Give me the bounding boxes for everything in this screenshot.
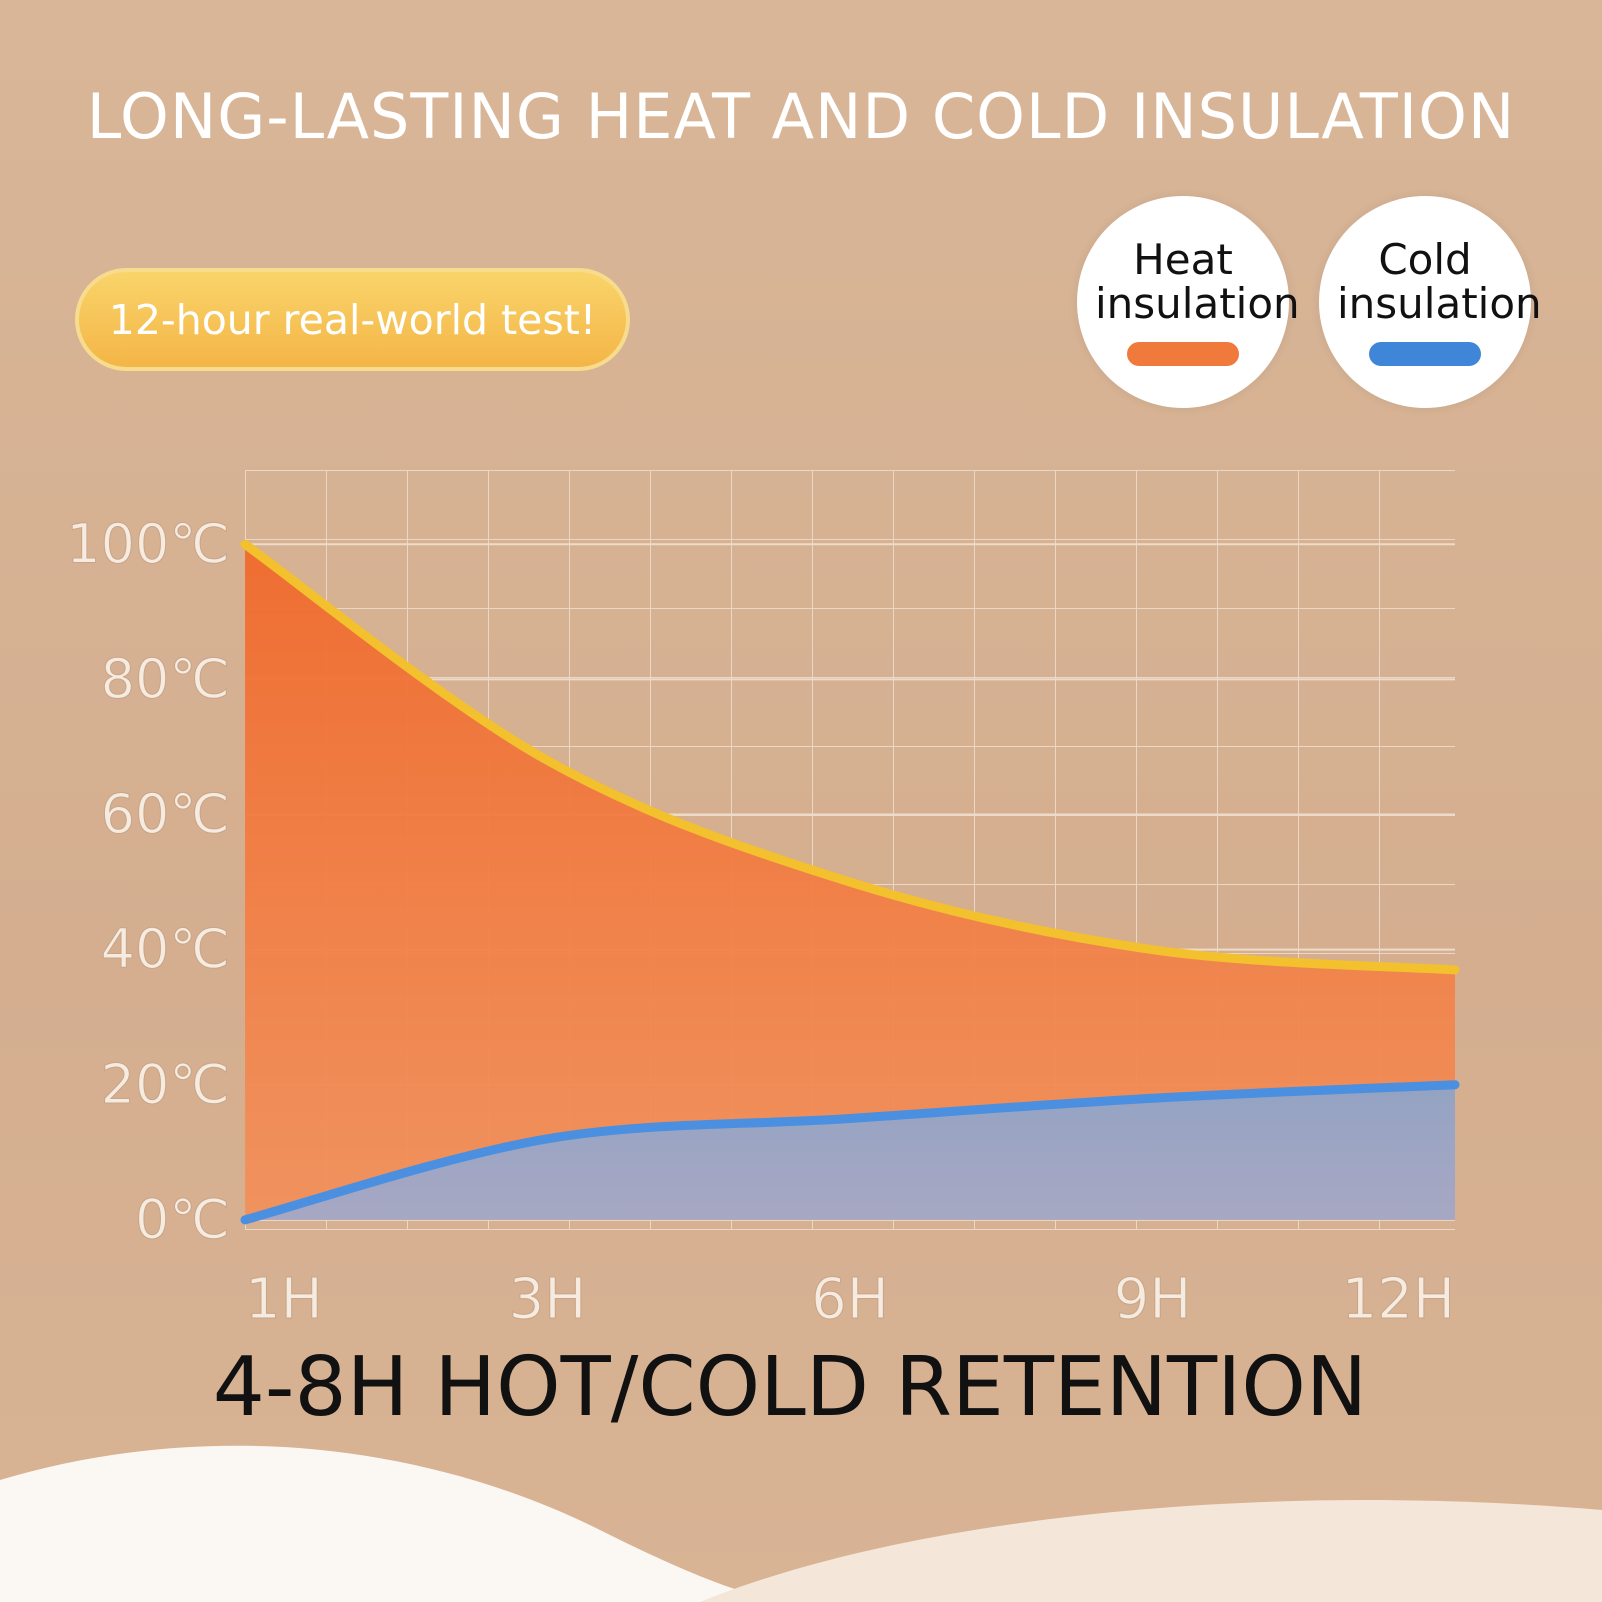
x-tick-label: 6H <box>811 1267 889 1332</box>
legend-label: Heat insulation <box>1095 235 1300 328</box>
y-tick-label: 40℃ <box>101 918 230 981</box>
legend-label: Cold insulation <box>1337 235 1542 328</box>
legend-swatch <box>1127 342 1239 366</box>
x-tick-label: 9H <box>1114 1267 1192 1332</box>
title: LONG-LASTING HEAT AND COLD INSULATION <box>86 80 1516 153</box>
x-tick-label: 3H <box>509 1267 587 1332</box>
wave <box>0 1445 800 1602</box>
line <box>240 1080 1460 1225</box>
x-tick-label: 1H <box>245 1267 323 1332</box>
footer-caption: 4-8H HOT/COLD RETENTION <box>212 1340 1368 1435</box>
line <box>240 539 1460 975</box>
badge: 12-hour real-world test! <box>75 268 630 371</box>
legend-swatch <box>1369 342 1481 366</box>
y-tick-label: 80℃ <box>101 647 230 710</box>
y-tick-label: 100℃ <box>66 512 230 575</box>
y-tick-label: 20℃ <box>101 1053 230 1116</box>
y-tick-label: 0℃ <box>135 1188 230 1251</box>
legend-item: Cold insulation <box>1319 196 1542 408</box>
wave <box>700 1500 1602 1602</box>
area <box>245 1084 1455 1220</box>
legend-item: Heat insulation <box>1077 196 1300 408</box>
y-tick-label: 60℃ <box>101 783 230 846</box>
x-tick-label: 12H <box>1342 1267 1455 1332</box>
